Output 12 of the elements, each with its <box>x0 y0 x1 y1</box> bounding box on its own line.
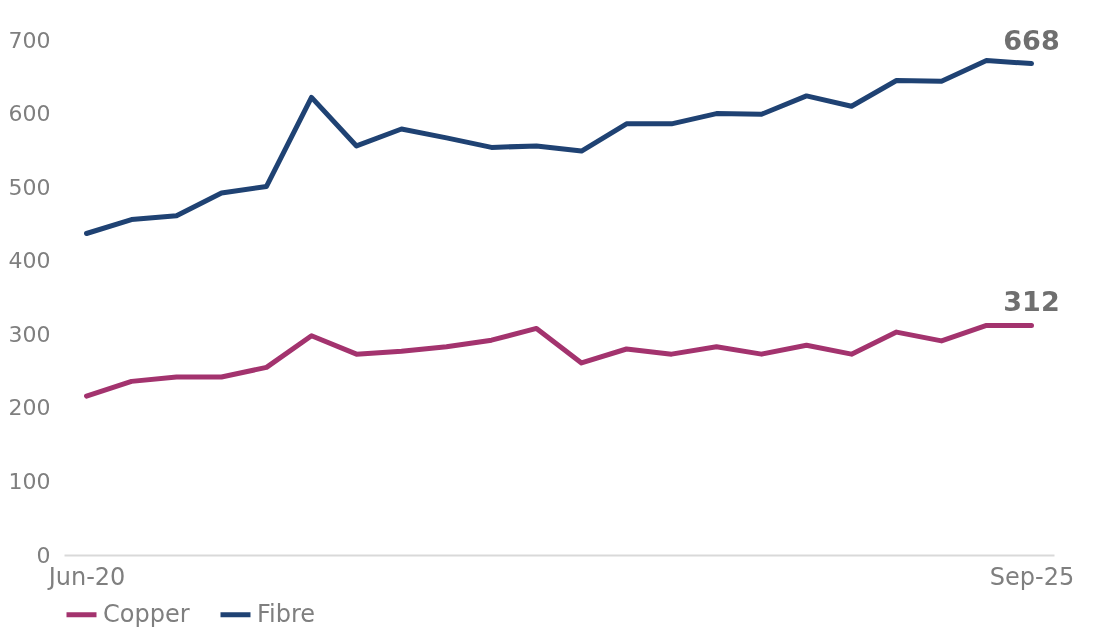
legend-label: Copper <box>103 599 190 628</box>
x-tick-label: Sep-25 <box>989 562 1075 591</box>
y-tick-label: 200 <box>8 395 51 421</box>
data-label: 668 <box>1003 24 1060 56</box>
legend-label: Fibre <box>257 599 316 628</box>
data-label: 312 <box>1003 286 1060 318</box>
y-tick-label: 700 <box>8 27 51 53</box>
y-tick-label: 400 <box>8 248 51 274</box>
y-tick-label: 100 <box>8 468 51 494</box>
y-tick-label: 600 <box>8 101 51 127</box>
y-tick-label: 300 <box>8 321 51 347</box>
y-tick-label: 500 <box>8 174 51 200</box>
